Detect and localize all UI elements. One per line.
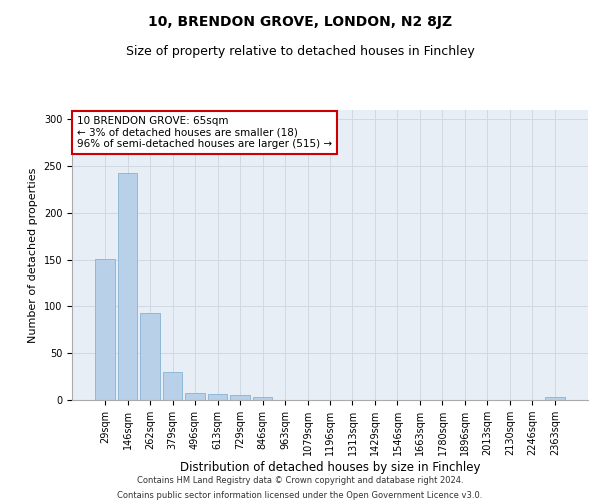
Bar <box>163 372 182 400</box>
Bar <box>140 313 160 400</box>
Bar <box>545 397 565 400</box>
Text: Contains HM Land Registry data © Crown copyright and database right 2024.: Contains HM Land Registry data © Crown c… <box>137 476 463 485</box>
Bar <box>230 396 250 400</box>
Text: Contains public sector information licensed under the Open Government Licence v3: Contains public sector information licen… <box>118 491 482 500</box>
Y-axis label: Number of detached properties: Number of detached properties <box>28 168 38 342</box>
Bar <box>185 392 205 400</box>
Text: 10, BRENDON GROVE, LONDON, N2 8JZ: 10, BRENDON GROVE, LONDON, N2 8JZ <box>148 15 452 29</box>
Bar <box>95 258 115 400</box>
X-axis label: Distribution of detached houses by size in Finchley: Distribution of detached houses by size … <box>180 461 480 474</box>
Text: Size of property relative to detached houses in Finchley: Size of property relative to detached ho… <box>125 45 475 58</box>
Bar <box>208 394 227 400</box>
Bar <box>118 172 137 400</box>
Bar <box>253 397 272 400</box>
Text: 10 BRENDON GROVE: 65sqm
← 3% of detached houses are smaller (18)
96% of semi-det: 10 BRENDON GROVE: 65sqm ← 3% of detached… <box>77 116 332 149</box>
